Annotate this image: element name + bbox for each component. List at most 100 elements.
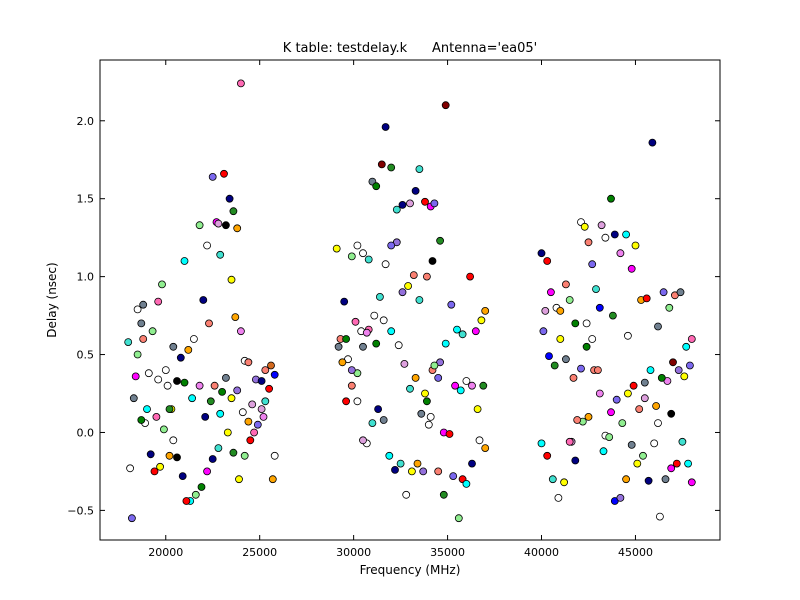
data-point-105 (377, 160, 386, 169)
data-point-220 (659, 288, 668, 297)
data-point-207 (592, 285, 600, 294)
data-point-151 (451, 381, 460, 390)
data-point-182 (342, 335, 351, 343)
data-point-19 (216, 250, 225, 259)
y-tick-label: 1.0 (77, 271, 95, 284)
data-point-277 (672, 459, 681, 468)
data-point-183 (334, 342, 343, 351)
data-point-77 (244, 417, 253, 426)
data-point-189 (481, 444, 490, 453)
data-point-60 (139, 335, 148, 343)
data-point-260 (577, 364, 585, 373)
data-point-17 (208, 172, 217, 181)
data-point-48 (182, 497, 191, 505)
data-point-236 (629, 381, 638, 390)
data-point-191 (439, 490, 448, 499)
data-point-137 (362, 328, 371, 337)
data-point-8 (158, 280, 166, 289)
data-point-107 (387, 163, 396, 172)
data-point-284 (624, 331, 632, 340)
data-point-110 (406, 199, 414, 208)
data-point-239 (612, 395, 621, 404)
data-point-40 (223, 428, 232, 437)
data-point-29 (261, 366, 270, 375)
data-point-132 (347, 381, 356, 390)
data-point-225 (687, 335, 696, 343)
data-point-83 (195, 221, 204, 230)
data-point-275 (661, 475, 670, 484)
data-point-71 (210, 381, 219, 390)
data-point-156 (479, 381, 488, 390)
data-point-195 (537, 249, 546, 258)
x-tick-label: 30000 (336, 546, 371, 559)
data-point-5 (144, 369, 153, 378)
data-point-265 (605, 433, 614, 442)
data-point-67 (188, 394, 197, 403)
data-point-248 (562, 355, 570, 364)
data-point-237 (624, 389, 632, 398)
data-point-167 (424, 420, 433, 429)
data-point-286 (595, 303, 604, 312)
data-point-53 (159, 425, 168, 434)
data-point-75 (233, 386, 242, 395)
data-point-268 (622, 475, 630, 484)
data-point-55 (150, 467, 159, 476)
data-point-224 (682, 342, 691, 351)
plot-frame (99, 59, 721, 541)
data-point-211 (610, 230, 619, 239)
data-point-24 (236, 79, 245, 88)
data-point-145 (417, 409, 426, 418)
data-point-170 (407, 467, 416, 476)
data-point-63 (161, 366, 170, 375)
data-point-109 (398, 200, 407, 209)
data-point-34 (257, 405, 266, 414)
data-point-272 (644, 476, 653, 485)
data-point-9 (163, 381, 172, 390)
data-point-70 (206, 397, 215, 406)
data-point-157 (481, 306, 490, 315)
data-point-80 (259, 412, 268, 421)
data-point-111 (411, 186, 420, 195)
y-tick-label: 2.0 (77, 115, 95, 128)
data-point-31 (270, 451, 279, 460)
data-point-42 (214, 444, 223, 453)
data-point-15 (199, 296, 208, 304)
data-point-82 (270, 370, 279, 379)
data-point-144 (411, 373, 420, 382)
data-point-44 (203, 467, 212, 476)
data-point-244 (584, 412, 593, 421)
data-point-97 (340, 297, 349, 306)
data-point-142 (400, 359, 409, 368)
data-point-205 (584, 238, 593, 247)
data-point-171 (402, 490, 411, 499)
data-point-252 (539, 327, 548, 336)
data-point-86 (221, 221, 230, 230)
data-point-74 (227, 394, 236, 403)
data-point-238 (618, 419, 627, 428)
data-point-59 (133, 350, 142, 359)
y-axis: −0.5 0.0 0.5 1.0 1.5 2.0 (67, 115, 720, 517)
data-point-184 (454, 514, 463, 523)
data-point-192 (434, 467, 443, 476)
data-point-10 (169, 342, 178, 351)
data-point-212 (616, 249, 625, 258)
x-axis-label: Frequency (MHz) (360, 563, 461, 577)
data-point-256 (554, 493, 563, 502)
data-point-257 (560, 478, 568, 487)
data-point-22 (229, 207, 238, 216)
data-point-119 (422, 272, 431, 281)
scatter-points (124, 79, 696, 523)
data-point-120 (415, 296, 424, 304)
data-point-52 (165, 451, 174, 460)
data-point-242 (595, 389, 604, 398)
data-point-221 (665, 303, 674, 312)
data-point-259 (571, 456, 580, 465)
data-point-254 (543, 451, 552, 460)
data-point-269 (627, 440, 636, 449)
data-point-240 (607, 408, 615, 417)
data-point-208 (597, 221, 606, 230)
y-tick-label: −0.5 (67, 504, 94, 517)
data-point-177 (368, 419, 377, 428)
data-point-255 (548, 475, 557, 484)
data-point-200 (562, 280, 570, 289)
